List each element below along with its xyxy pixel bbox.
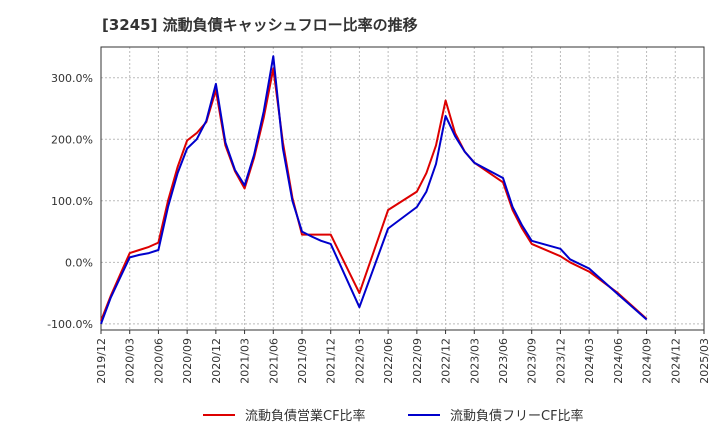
x-tick-label: 2023/03	[468, 338, 481, 384]
x-tick-label: 2020/09	[181, 338, 194, 384]
y-tick-label: 100.0%	[51, 195, 93, 208]
series-layer	[100, 55, 648, 325]
x-tick-label: 2021/09	[296, 338, 309, 384]
x-tick-label: 2022/12	[440, 338, 453, 384]
series-line-1	[100, 67, 648, 322]
x-tick-label: 2023/06	[497, 338, 510, 384]
x-tick-label: 2020/12	[210, 338, 223, 384]
x-tick-label: 2022/09	[411, 338, 424, 384]
x-tick-label: 2024/06	[612, 338, 625, 384]
plot-frame	[100, 46, 705, 331]
x-tick-label: 2020/06	[152, 338, 165, 384]
y-tick-label: 0.0%	[65, 256, 93, 269]
x-tick-label: 2024/09	[641, 338, 654, 384]
x-tick-label: 2023/09	[526, 338, 539, 384]
x-tick-label: 2024/03	[583, 338, 596, 384]
x-tick-label: 2019/12	[95, 338, 108, 384]
x-tick-label: 2021/06	[267, 338, 280, 384]
legend-label-2: 流動負債フリーCF比率	[450, 408, 584, 424]
legend-layer: 流動負債営業CF比率 流動負債フリーCF比率	[203, 408, 584, 424]
axis-layer: -100.0% 0.0% 100.0% 200.0% 300.0% 2019/12 2020…	[47, 46, 711, 384]
x-tick-label: 2024/12	[669, 338, 682, 384]
x-tick-label: 2022/03	[353, 338, 366, 384]
chart-title: [3245] 流動負債キャッシュフロー比率の推移	[102, 16, 418, 34]
grid-layer	[101, 47, 704, 330]
x-tick-label: 2021/03	[239, 338, 252, 384]
y-tick-label: 200.0%	[51, 133, 93, 146]
x-tick-label: 2020/03	[124, 338, 137, 384]
y-tick-label: 300.0%	[51, 72, 93, 85]
y-tick-label: -100.0%	[47, 318, 93, 331]
x-tick-label: 2025/03	[698, 338, 711, 384]
series-line-2	[100, 55, 648, 325]
x-tick-label: 2022/06	[382, 338, 395, 384]
x-tick-label: 2021/12	[325, 338, 338, 384]
x-tick-label: 2023/12	[554, 338, 567, 384]
legend-label-1: 流動負債営業CF比率	[245, 408, 366, 424]
